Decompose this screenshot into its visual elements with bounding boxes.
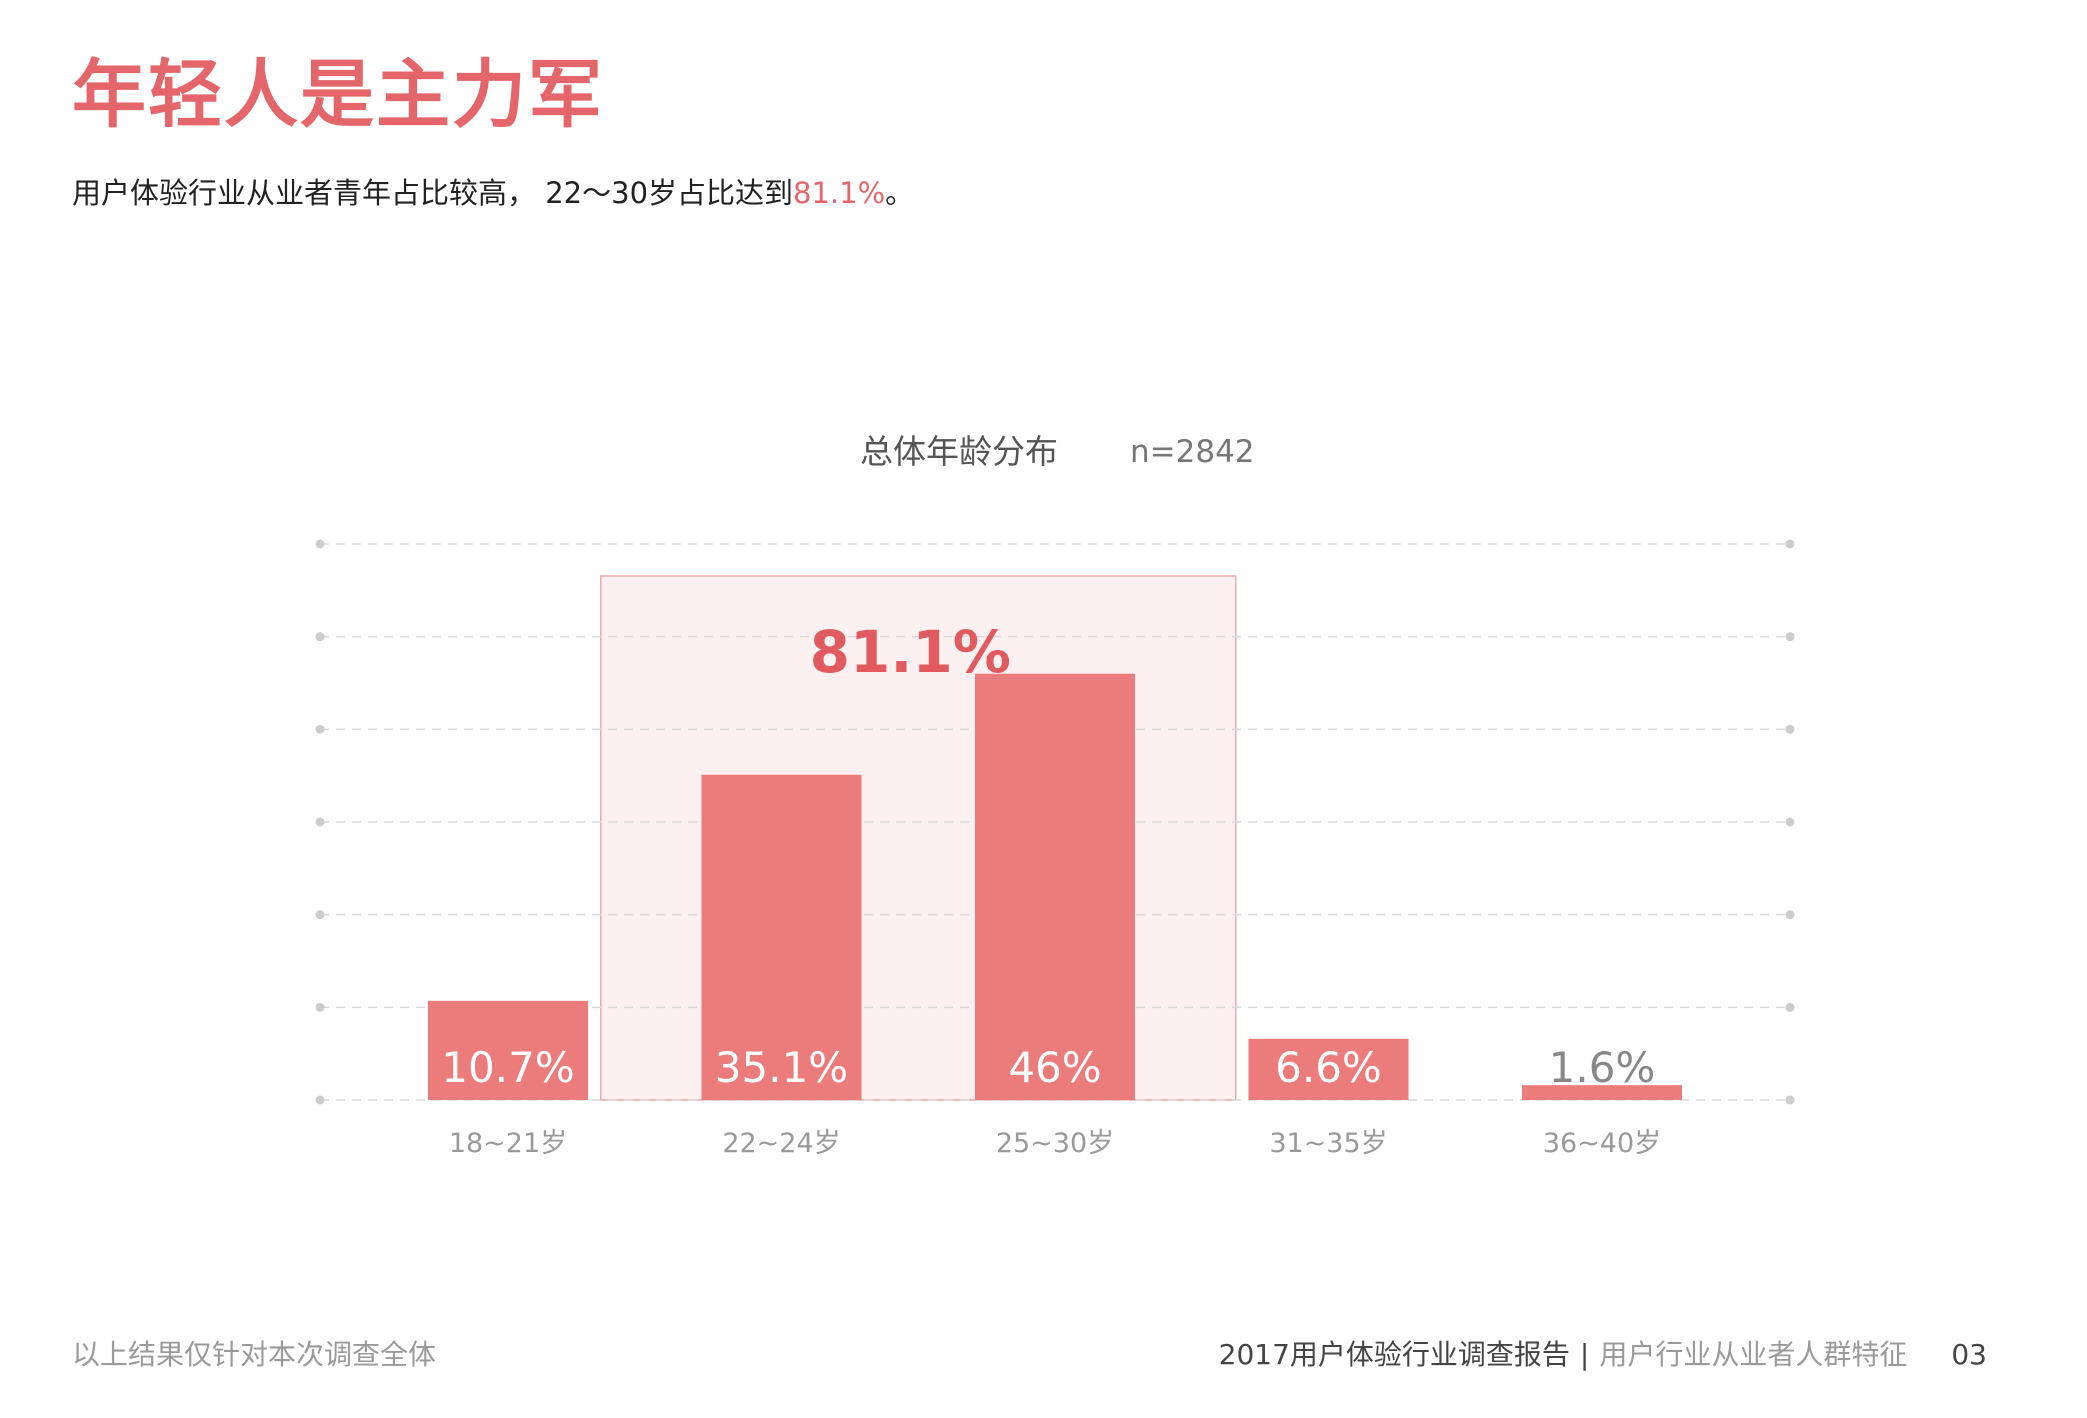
- gridline-dot-right: [1785, 1002, 1795, 1012]
- footer-note: 以上结果仅针对本次调查全体: [72, 1338, 437, 1371]
- category-label: 25~30岁: [996, 1128, 1114, 1159]
- gridline-dot-left: [315, 910, 325, 920]
- page-title: 年轻人是主力军: [72, 52, 604, 138]
- gridline-dot-left: [315, 539, 325, 549]
- footer-report-info: 2017用户体验行业调查报告 | 用户行业从业者人群特征 03: [1219, 1338, 1987, 1372]
- subtitle-suffix: 。: [885, 176, 915, 210]
- bar-31~35岁: [1248, 1038, 1409, 1100]
- bar-value-label: 46%: [1008, 1043, 1101, 1092]
- bar-value-label: 6.6%: [1275, 1043, 1382, 1092]
- gridline-dot-right: [1785, 1095, 1795, 1105]
- bar-36~40岁: [1522, 1085, 1682, 1100]
- gridline-dot-left: [315, 1002, 325, 1012]
- gridline-dot-left: [315, 817, 325, 827]
- gridline-dot-right: [1785, 724, 1795, 734]
- gridline-dot-left: [315, 1095, 325, 1105]
- bar-value-label: 10.7%: [441, 1043, 574, 1092]
- bar-18~21岁: [428, 1000, 588, 1100]
- category-label: 18~21岁: [449, 1128, 567, 1159]
- gridline-dot-right: [1785, 817, 1795, 827]
- subtitle-highlight: 81.1%: [793, 176, 886, 210]
- bar-value-label: 35.1%: [715, 1043, 848, 1092]
- gridline-dot-left: [315, 632, 325, 642]
- bar-value-label: 1.6%: [1549, 1043, 1656, 1092]
- gridline-dot-right: [1785, 910, 1795, 920]
- page-subtitle: 用户体验行业从业者青年占比较高， 22～30岁占比达到81.1%。: [72, 176, 914, 211]
- highlight-label: 81.1%: [810, 618, 1011, 686]
- page-number: 03: [1951, 1338, 1987, 1371]
- footer-report-name: 2017用户体验行业调查报告: [1218, 1338, 1570, 1371]
- chart-title: 总体年龄分布: [860, 432, 1058, 471]
- bar-25~30岁: [975, 673, 1135, 1100]
- footer-separator: |: [1579, 1338, 1590, 1371]
- category-label: 22~24岁: [722, 1128, 840, 1159]
- subtitle-text: 用户体验行业从业者青年占比较高， 22～30岁占比达到: [72, 176, 794, 210]
- gridline-dot-right: [1785, 539, 1795, 549]
- gridline-dot-left: [315, 724, 325, 734]
- bar-22~24岁: [701, 774, 862, 1100]
- chart-sample-size: n=2842: [1130, 434, 1255, 470]
- footer-section-name: 用户行业从业者人群特征: [1599, 1338, 1908, 1371]
- category-label: 31~35岁: [1269, 1128, 1387, 1159]
- gridline-dot-right: [1785, 632, 1795, 642]
- category-label: 36~40岁: [1543, 1128, 1661, 1159]
